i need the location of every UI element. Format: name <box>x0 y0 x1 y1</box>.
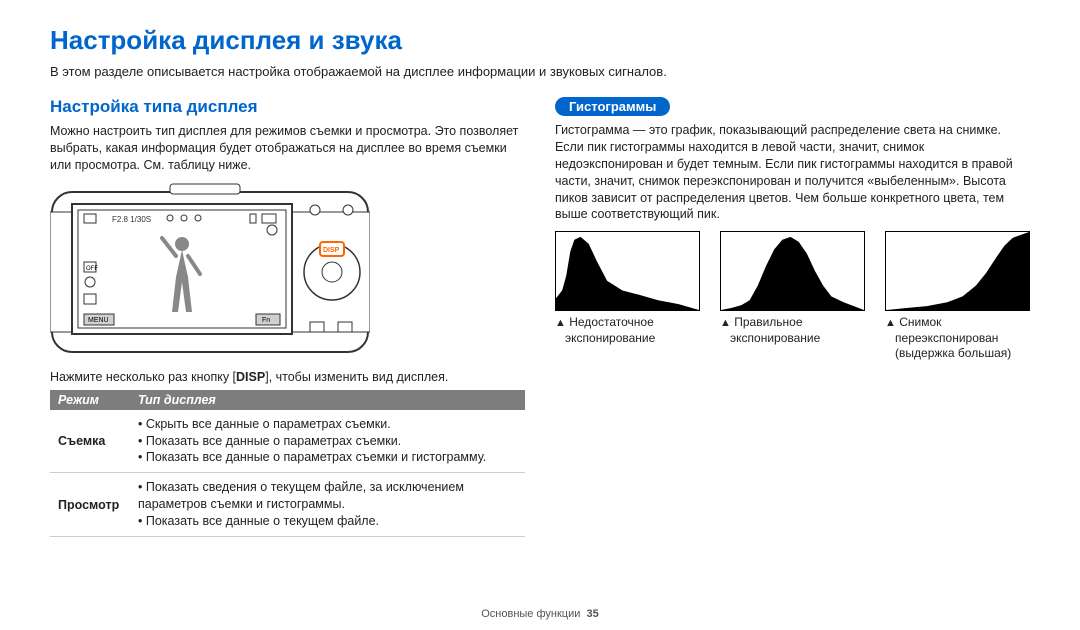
histogram-row: ▲ Недостаточное экспонирование ▲ Правиль… <box>555 231 1030 362</box>
camera-illustration: F2.8 1/30S OFF MENU <box>50 182 525 360</box>
table-row: Просмотр Показать сведения о текущем фай… <box>50 473 525 537</box>
menu-label: MENU <box>88 317 109 324</box>
histogram-description: Гистограмма — это график, показывающий р… <box>555 122 1030 223</box>
fn-label: Fn <box>262 317 270 324</box>
histogram-underexposed: ▲ Недостаточное экспонирование <box>555 231 700 362</box>
left-column: Настройка типа дисплея Можно настроить т… <box>50 97 525 537</box>
up-arrow-icon: ▲ <box>720 317 731 329</box>
mode-cell: Съемка <box>50 410 130 473</box>
disp-inline-label: DISP <box>236 370 265 384</box>
content-columns: Настройка типа дисплея Можно настроить т… <box>50 97 1030 537</box>
histogram-overexposed: ▲ Снимок переэкспонирован (выдержка боль… <box>885 231 1030 362</box>
list-item: Показать все данные о параметрах съемки … <box>138 449 517 466</box>
table-header-type: Тип дисплея <box>130 390 525 410</box>
table-row: Съемка Скрыть все данные о параметрах съ… <box>50 410 525 473</box>
list-item: Скрыть все данные о параметрах съемки. <box>138 416 517 433</box>
intro-text: В этом разделе описывается настройка ото… <box>50 64 1030 79</box>
list-item: Показать сведения о текущем файле, за ис… <box>138 479 517 513</box>
svg-text:OFF: OFF <box>86 266 98 272</box>
up-arrow-icon: ▲ <box>885 317 896 329</box>
page-footer: Основные функции 35 <box>0 608 1080 620</box>
right-column: Гистограммы Гистограмма — это график, по… <box>555 97 1030 537</box>
page-title: Настройка дисплея и звука <box>50 25 1030 56</box>
histogram-shape <box>556 237 699 310</box>
display-modes-table: Режим Тип дисплея Съемка Скрыть все данн… <box>50 390 525 537</box>
histogram-correct: ▲ Правильное экспонирование <box>720 231 865 362</box>
press-disp-text: Нажмите несколько раз кнопку [DISP], что… <box>50 370 525 384</box>
histogram-shape <box>721 237 864 310</box>
disp-button-label: DISP <box>323 247 340 254</box>
list-item: Показать все данные о текущем файле. <box>138 513 517 530</box>
display-type-text: Можно настроить тип дисплея для режимов … <box>50 123 525 174</box>
mode-cell: Просмотр <box>50 473 130 537</box>
display-type-heading: Настройка типа дисплея <box>50 97 525 117</box>
up-arrow-icon: ▲ <box>555 317 566 329</box>
table-header-mode: Режим <box>50 390 130 410</box>
list-item: Показать все данные о параметрах съемки. <box>138 433 517 450</box>
fstop-label: F2.8 1/30S <box>112 215 151 224</box>
histogram-shape <box>886 232 1029 310</box>
histograms-pill: Гистограммы <box>555 97 670 116</box>
